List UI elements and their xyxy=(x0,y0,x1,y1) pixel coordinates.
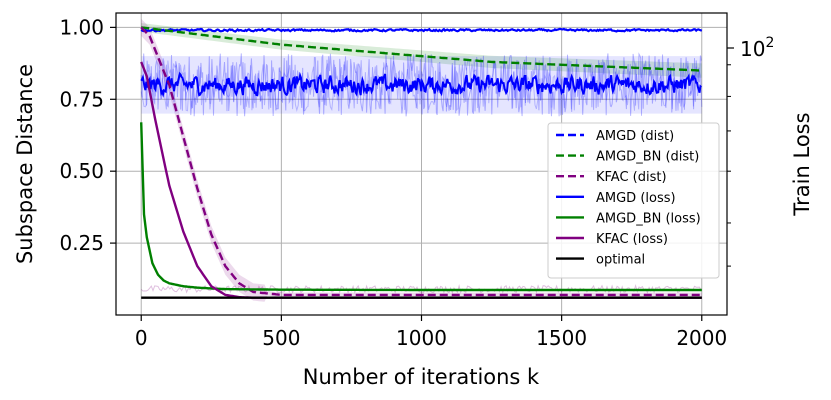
y-tick-label: 0.25 xyxy=(59,231,104,255)
y-axis-title: Subspace Distance xyxy=(13,64,37,264)
x-tick-label: 1500 xyxy=(536,326,587,350)
legend: AMGD (dist) AMGD_BN (dist) KFAC (dist) AMGD… xyxy=(547,122,720,279)
x-tick-label: 2000 xyxy=(676,326,727,350)
y2-major-tick: 102 xyxy=(727,35,774,61)
legend-label: KFAC (loss) xyxy=(596,232,668,247)
amgd-dist-line xyxy=(140,27,703,33)
x-tick-label: 500 xyxy=(262,326,300,350)
svg-text:102: 102 xyxy=(740,35,774,61)
y-tick-label: 0.75 xyxy=(59,87,104,111)
y2-axis-title: Train Loss xyxy=(790,112,814,216)
amgd-loss-line xyxy=(140,71,702,98)
amgd-bn-loss-line xyxy=(140,122,702,292)
ticks: 0 500 1000 1500 2000 0.25 0.50 0.75 1.00 xyxy=(59,15,731,350)
noise-traces xyxy=(140,27,703,295)
legend-label: AMGD_BN (dist) xyxy=(596,150,699,165)
legend-box xyxy=(547,122,720,279)
kfac-dist-line xyxy=(140,26,702,297)
y-tick-label: 1.00 xyxy=(59,15,104,39)
x-axis-title: Number of iterations k xyxy=(303,365,540,389)
legend-label: optimal xyxy=(596,253,645,268)
y-tick-label: 0.50 xyxy=(59,159,104,183)
legend-label: AMGD (loss) xyxy=(596,191,676,206)
legend-label: KFAC (dist) xyxy=(596,170,667,185)
y2-major-exponent: 2 xyxy=(765,35,774,51)
legend-label: AMGD (dist) xyxy=(596,129,674,144)
x-tick-label: 1000 xyxy=(396,326,447,350)
series-lines xyxy=(140,26,702,299)
legend-label: AMGD_BN (loss) xyxy=(596,211,701,226)
amgd-bn-dist-line xyxy=(141,26,702,72)
x-tick-label: 0 xyxy=(135,326,148,350)
y2-major-label: 10 xyxy=(740,37,765,61)
